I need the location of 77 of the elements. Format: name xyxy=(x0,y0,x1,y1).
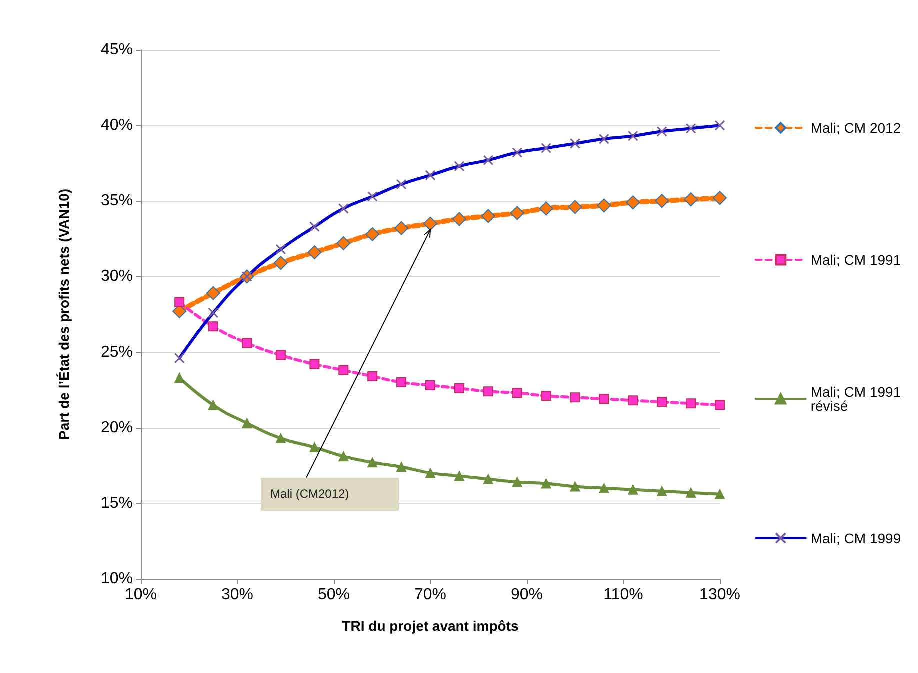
x-tick-label: 70% xyxy=(414,586,447,604)
point xyxy=(541,478,552,489)
point xyxy=(276,350,286,360)
point xyxy=(599,483,610,494)
point xyxy=(512,388,522,398)
point xyxy=(686,398,696,409)
point xyxy=(570,482,580,492)
point xyxy=(628,484,638,495)
point xyxy=(452,212,466,226)
point xyxy=(174,297,185,308)
x-tick-label: 10% xyxy=(124,586,158,604)
y-tick-label: 35% xyxy=(100,192,133,210)
point xyxy=(338,452,349,462)
x-tick-label: 110% xyxy=(604,586,644,604)
point xyxy=(366,227,380,242)
legend-label: Mali; CM 2012 xyxy=(810,120,902,136)
point xyxy=(481,209,496,224)
y-tick-label: 30% xyxy=(100,268,133,286)
y-tick-label: 20% xyxy=(100,419,133,436)
point xyxy=(568,200,582,214)
x-tick-label: 30% xyxy=(221,586,254,604)
point xyxy=(539,202,554,216)
x-tick-label: 130% xyxy=(700,586,740,604)
point xyxy=(396,462,407,472)
point xyxy=(424,216,438,231)
point xyxy=(336,236,351,250)
point xyxy=(715,400,725,410)
point xyxy=(657,486,668,496)
point xyxy=(206,286,220,300)
point xyxy=(310,442,320,453)
point xyxy=(686,488,696,498)
point xyxy=(274,256,288,270)
point xyxy=(570,392,580,403)
point xyxy=(655,194,670,208)
x-tick-label: 90% xyxy=(510,586,544,604)
point xyxy=(242,338,252,348)
point xyxy=(394,221,409,236)
legend-label: Mali; CM 1999 xyxy=(810,530,902,546)
point xyxy=(308,246,322,260)
point xyxy=(454,471,464,482)
point xyxy=(426,380,436,391)
point xyxy=(338,365,349,376)
point xyxy=(483,474,494,484)
y-tick-label: 10% xyxy=(100,570,133,588)
point xyxy=(310,359,320,370)
point xyxy=(174,372,185,383)
point xyxy=(396,378,407,388)
point xyxy=(208,400,218,410)
point xyxy=(626,196,640,210)
point xyxy=(454,384,464,394)
point xyxy=(512,477,522,488)
point xyxy=(426,468,436,478)
point xyxy=(368,371,378,382)
point xyxy=(276,433,286,444)
annotation: Mali (CM2012) xyxy=(270,486,350,501)
point xyxy=(657,397,668,408)
legend-label: Mali; CM 1991 révisé xyxy=(810,384,906,414)
y-axis-title: Part de l’État des profits nets (VAN10) xyxy=(56,188,72,440)
legend-label: Mali; CM 1991 xyxy=(810,252,902,268)
point xyxy=(628,396,638,406)
y-tick-label: 25% xyxy=(100,344,133,361)
y-tick-label: 40% xyxy=(100,117,133,134)
point xyxy=(684,192,698,207)
point xyxy=(599,394,610,404)
point xyxy=(368,458,378,468)
point xyxy=(510,206,524,220)
y-tick-label: 15% xyxy=(100,494,133,512)
point xyxy=(541,391,552,402)
point xyxy=(242,418,252,428)
x-tick-label: 50% xyxy=(318,586,350,604)
point xyxy=(597,198,612,213)
x-axis-title: TRI du projet avant impôts xyxy=(342,618,519,634)
point xyxy=(483,386,494,397)
point xyxy=(715,489,725,500)
point xyxy=(713,191,727,206)
y-tick-label: 45% xyxy=(100,42,133,58)
point xyxy=(208,322,218,332)
